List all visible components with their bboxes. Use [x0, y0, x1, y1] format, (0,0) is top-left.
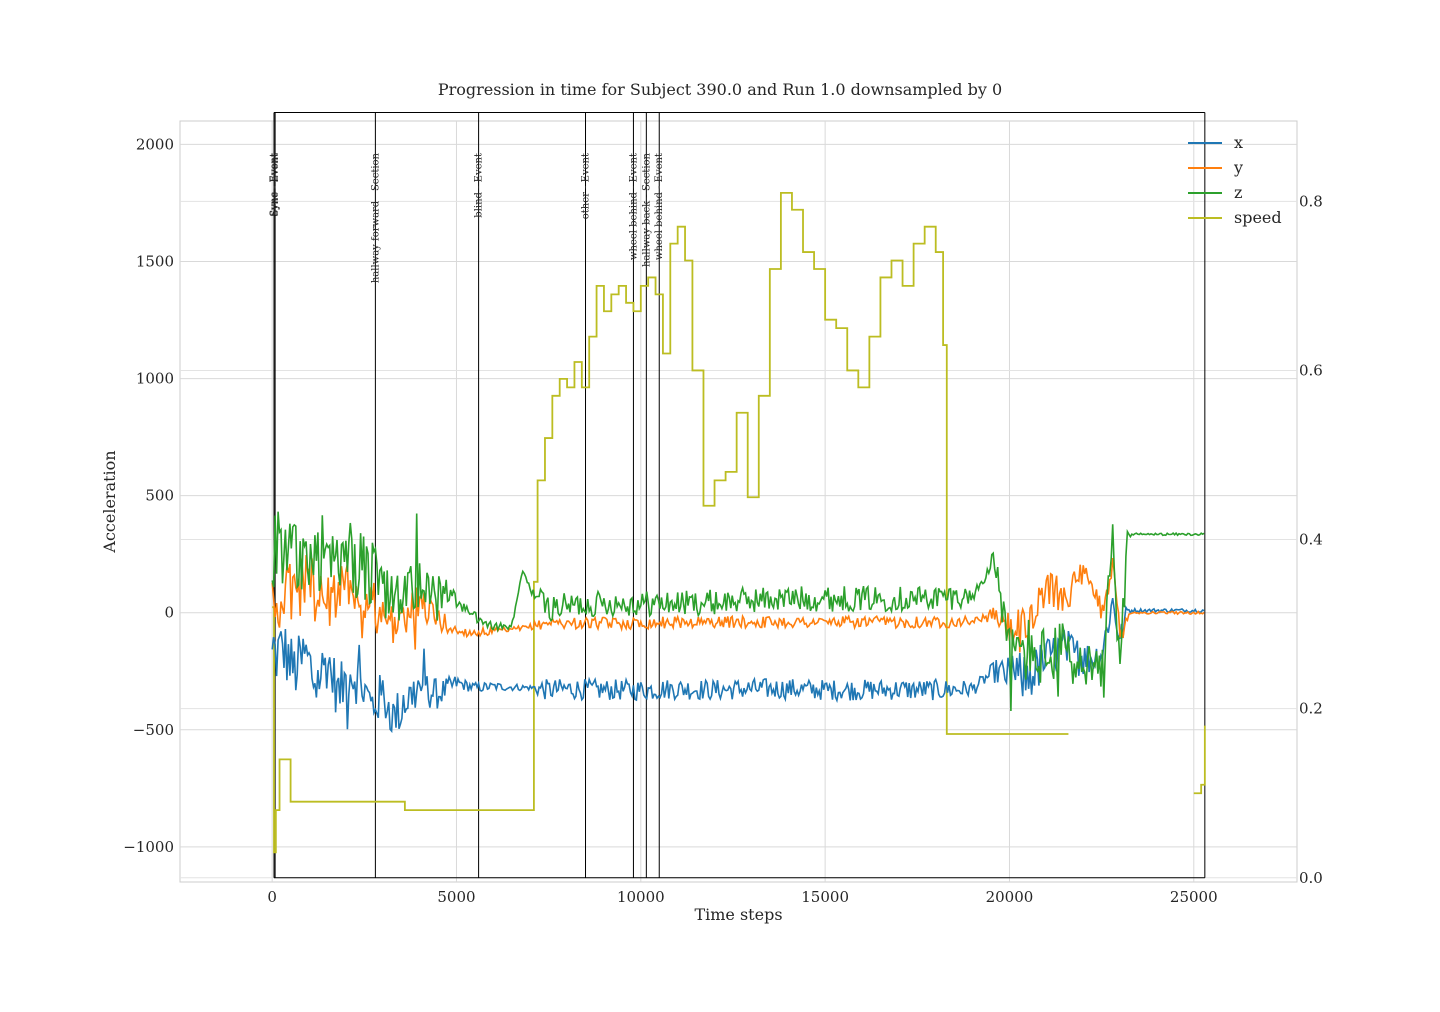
- y2-tick-label: 0.6: [1299, 361, 1323, 379]
- legend-label-z: z: [1234, 183, 1242, 202]
- speed-series-line: [272, 191, 1206, 854]
- y-tick-label: 0: [164, 604, 174, 622]
- event-label: hallway forward - Section: [370, 152, 381, 283]
- y-tick-label: 500: [145, 487, 174, 505]
- y-tick-label: 2000: [136, 135, 174, 153]
- event-label: Sync - Event: [270, 153, 281, 217]
- event-label: hallway back - Section: [641, 152, 652, 267]
- x-series-line: [271, 597, 1205, 734]
- event-label: wheel behind - Event: [654, 153, 665, 260]
- z-series-line: [271, 511, 1205, 712]
- x-tick-label: 10000: [617, 888, 665, 906]
- x-axis-label: Time steps: [694, 905, 782, 924]
- event-label: Sync - Event: [269, 153, 280, 217]
- y-tick-label: −500: [133, 721, 174, 739]
- x-tick-label: 25000: [1170, 888, 1218, 906]
- x-tick-label: 20000: [986, 888, 1034, 906]
- x-tick-label: 0: [267, 888, 277, 906]
- y2-tick-label: 0.2: [1299, 700, 1323, 718]
- y-tick-label: 1500: [136, 252, 174, 270]
- y2-tick-label: 0.8: [1299, 192, 1323, 210]
- event-label: wheel behind - Event: [628, 153, 639, 260]
- y2-tick-label: 0.0: [1299, 869, 1323, 887]
- y-axis-label: Acceleration: [100, 450, 119, 553]
- x-tick-label: 15000: [801, 888, 849, 906]
- event-label: other - Event: [581, 153, 592, 219]
- event-label: blind - Event: [474, 153, 485, 218]
- legend-label-x: x: [1234, 133, 1243, 152]
- y-tick-label: 1000: [136, 370, 174, 388]
- plot-area: [179, 120, 1298, 883]
- x-tick-label: 5000: [437, 888, 475, 906]
- legend-label-speed: speed: [1234, 208, 1282, 227]
- legend-label-y: y: [1233, 158, 1243, 177]
- y-tick-label: −1000: [123, 838, 174, 856]
- chart-title: Progression in time for Subject 390.0 an…: [437, 80, 1003, 99]
- y-series-line: [271, 555, 1205, 653]
- y2-tick-label: 0.4: [1299, 531, 1323, 549]
